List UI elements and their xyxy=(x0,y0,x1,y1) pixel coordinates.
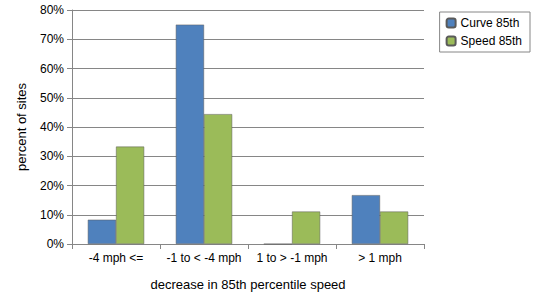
svg-text:60%: 60% xyxy=(40,62,64,76)
svg-text:0%: 0% xyxy=(47,237,65,251)
svg-text:Curve 85th: Curve 85th xyxy=(461,16,520,30)
svg-text:50%: 50% xyxy=(40,91,64,105)
svg-text:80%: 80% xyxy=(40,3,64,17)
svg-text:40%: 40% xyxy=(40,120,64,134)
svg-text:10%: 10% xyxy=(40,208,64,222)
svg-text:decrease in 85th percentile sp: decrease in 85th percentile speed xyxy=(150,277,345,292)
svg-text:30%: 30% xyxy=(40,149,64,163)
svg-text:20%: 20% xyxy=(40,179,64,193)
svg-text:-4 mph <=: -4 mph <= xyxy=(89,251,144,265)
svg-text:> 1 mph: > 1 mph xyxy=(358,251,402,265)
svg-text:-1 to < -4 mph: -1 to < -4 mph xyxy=(166,251,241,265)
svg-text:Speed 85th: Speed 85th xyxy=(461,34,522,48)
svg-text:percent of sites: percent of sites xyxy=(14,82,29,171)
svg-text:70%: 70% xyxy=(40,32,64,46)
svg-text:1 to > -1 mph: 1 to > -1 mph xyxy=(256,251,327,265)
